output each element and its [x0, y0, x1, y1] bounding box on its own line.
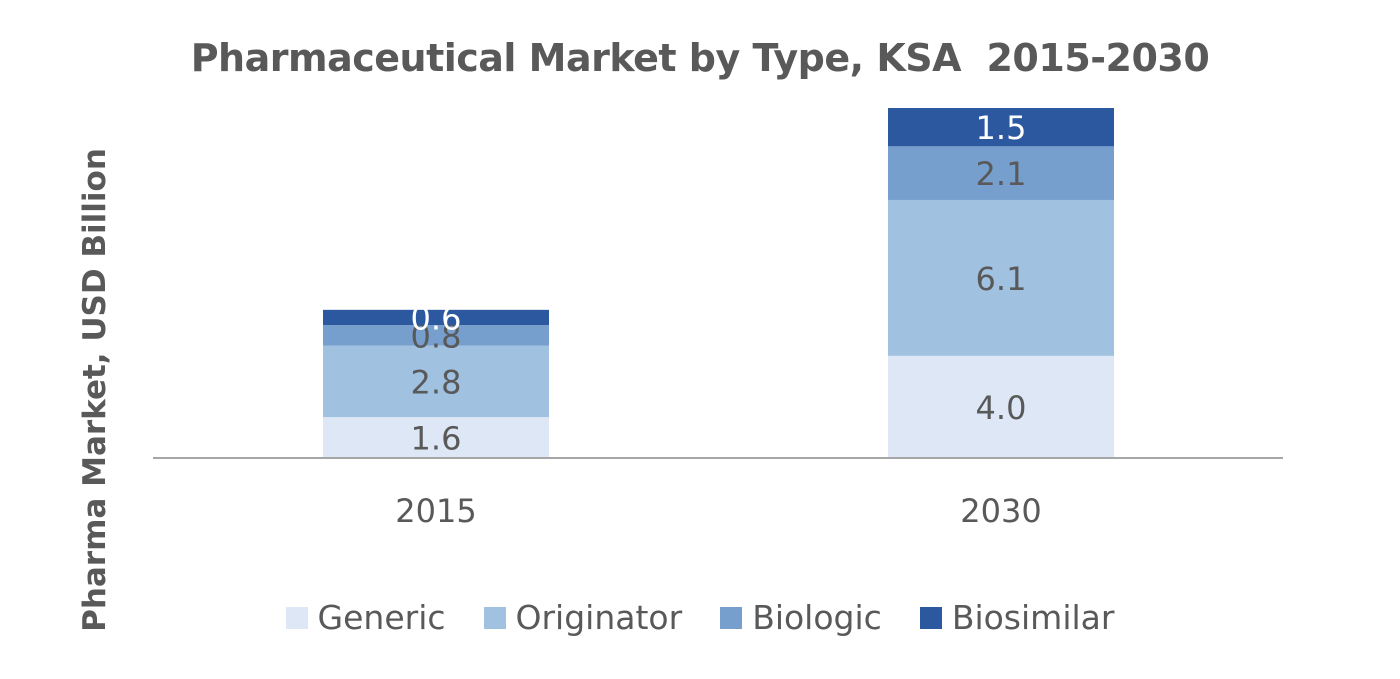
- data-label-generic-2030: 4.0: [976, 389, 1027, 427]
- legend-item-originator: Originator: [483, 598, 683, 637]
- bar-segment-originator-2015: [323, 345, 549, 418]
- legend-label-biologic: Biologic: [752, 598, 882, 637]
- legend-item-biologic: Biologic: [720, 598, 882, 637]
- bar-segment-originator-2030: [888, 199, 1114, 356]
- data-label-originator-2015: 2.8: [411, 363, 462, 401]
- legend-swatch-generic: [285, 606, 308, 629]
- legend-swatch-originator: [483, 606, 506, 629]
- legend-item-generic: Generic: [285, 598, 446, 637]
- chart-legend: Generic Originator Biologic Biosimilar: [0, 598, 1400, 637]
- data-label-biosimilar-2015: 0.6: [411, 299, 462, 337]
- legend-item-biosimilar: Biosimilar: [919, 598, 1115, 637]
- bar-segment-biosimilar-2030: [888, 108, 1114, 147]
- bar-segment-biologic-2030: [888, 146, 1114, 200]
- data-label-biosimilar-2030: 1.5: [976, 109, 1027, 147]
- bar-segment-biologic-2015: [323, 325, 549, 346]
- bar-segment-generic-2015: [323, 417, 549, 458]
- legend-label-generic: Generic: [317, 598, 446, 637]
- data-label-generic-2015: 1.6: [411, 420, 462, 458]
- bar-segment-generic-2030: [888, 355, 1114, 458]
- bar-segment-biosimilar-2015: [323, 309, 549, 326]
- data-label-biologic-2030: 2.1: [976, 155, 1027, 193]
- legend-swatch-biologic: [720, 606, 743, 629]
- x-tick-label-2030: 2030: [960, 492, 1041, 530]
- legend-swatch-biosimilar: [919, 606, 942, 629]
- chart-title: Pharmaceutical Market by Type, KSA 2015-…: [190, 36, 1210, 80]
- legend-label-originator: Originator: [515, 598, 683, 637]
- legend-label-biosimilar: Biosimilar: [951, 598, 1115, 637]
- x-tick-label-2015: 2015: [395, 492, 476, 530]
- data-label-originator-2030: 6.1: [976, 260, 1027, 298]
